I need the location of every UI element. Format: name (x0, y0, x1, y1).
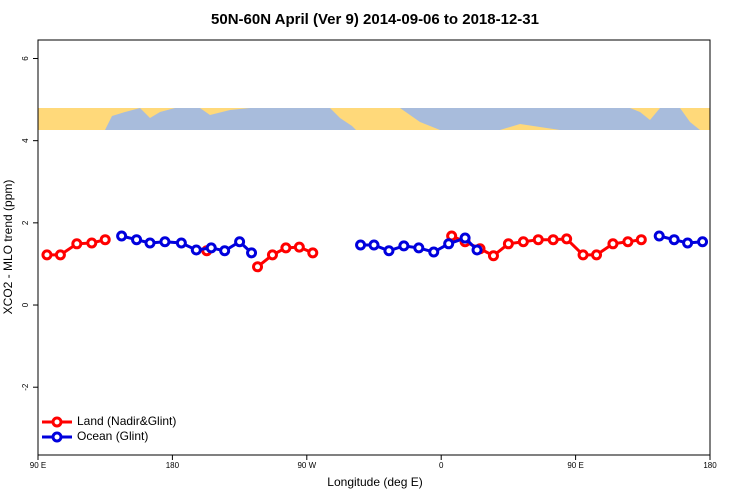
data-point (116, 230, 128, 242)
data-point (591, 249, 603, 261)
legend-marker (51, 431, 63, 443)
map-strip (38, 108, 710, 130)
data-point (144, 237, 156, 249)
data-point (622, 236, 634, 248)
data-point (428, 246, 440, 258)
data-point (159, 236, 171, 248)
data-point (252, 261, 264, 273)
data-point (54, 249, 66, 261)
y-tick-label: -2 (21, 383, 30, 391)
x-tick-label: 90 E (30, 461, 46, 470)
data-point (502, 238, 514, 250)
y-tick-label: 0 (21, 302, 30, 307)
data-point (682, 237, 694, 249)
data-point (190, 244, 202, 256)
data-point (86, 237, 98, 249)
plot-frame (37, 39, 711, 456)
x-tick-label: 180 (166, 461, 180, 470)
data-point (355, 239, 367, 251)
data-point (175, 237, 187, 249)
data-point (368, 239, 380, 251)
legend-label: Ocean (Glint) (77, 429, 148, 443)
data-point (246, 247, 258, 259)
x-tick-label: 90 W (297, 461, 316, 470)
data-point (205, 242, 217, 254)
x-axis-label: Longitude (deg E) (327, 475, 422, 489)
data-point (577, 249, 589, 261)
data-point (293, 241, 305, 253)
data-point (607, 238, 619, 250)
data-point (71, 238, 83, 250)
data-point (697, 236, 709, 248)
y-tick-label: 4 (21, 138, 30, 143)
y-axis-label: XCO2 - MLO trend (ppm) (1, 180, 15, 315)
x-tick-label: 0 (439, 461, 444, 470)
data-point (266, 249, 278, 261)
data-point (234, 236, 246, 248)
x-tick-label: 180 (703, 461, 717, 470)
x-tick-label: 90 E (567, 461, 583, 470)
data-point (280, 242, 292, 254)
legend-label: Land (Nadir&Glint) (77, 414, 176, 428)
y-tick-label: 2 (21, 220, 30, 225)
legend: Land (Nadir&Glint)Ocean (Glint) (42, 414, 176, 443)
data-point (653, 230, 665, 242)
data-point (307, 247, 319, 259)
series-line (658, 234, 703, 245)
data-point (41, 249, 53, 261)
data-point (635, 234, 647, 246)
data-point (443, 238, 455, 250)
series-line (121, 234, 253, 254)
data-point (459, 232, 471, 244)
chart-title: 50N-60N April (Ver 9) 2014-09-06 to 2018… (211, 11, 539, 28)
data-point (219, 245, 231, 257)
data-point (547, 234, 559, 246)
data-point (471, 244, 483, 256)
y-tick-label: 6 (21, 56, 30, 61)
data-point (398, 240, 410, 252)
data-point (413, 242, 425, 254)
data-point (487, 250, 499, 262)
data-point (561, 233, 573, 245)
data-point (99, 234, 111, 246)
data-point (517, 236, 529, 248)
data-point (383, 245, 395, 257)
data-point (532, 234, 544, 246)
legend-marker (51, 416, 63, 428)
data-point (131, 234, 143, 246)
data-point (668, 234, 680, 246)
